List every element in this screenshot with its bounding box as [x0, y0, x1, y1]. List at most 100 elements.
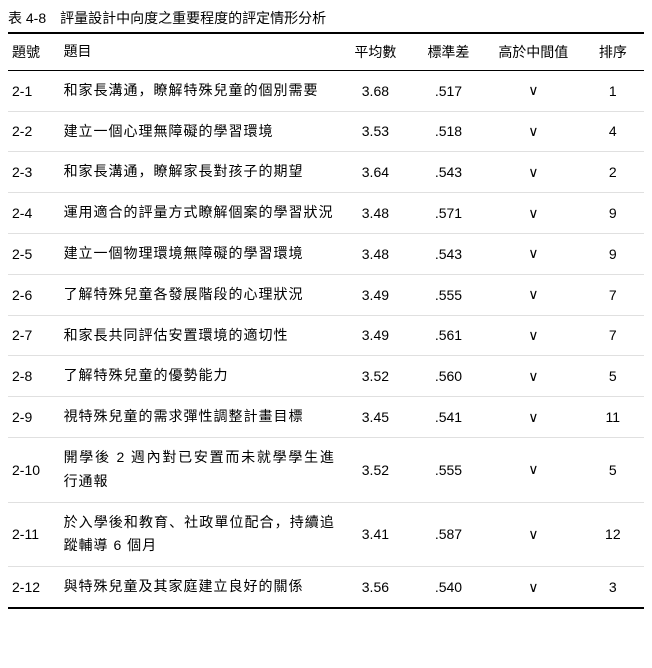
cell-sd: .518 — [412, 111, 485, 152]
header-sd: 標準差 — [412, 33, 485, 70]
cell-id: 2-3 — [8, 152, 60, 193]
cell-id: 2-12 — [8, 567, 60, 608]
item-text: 和家長共同評估安置環境的適切性 — [64, 324, 335, 348]
cell-id: 2-5 — [8, 233, 60, 274]
header-row: 題號 題目 平均數 標準差 高於中間值 排序 — [8, 33, 644, 70]
cell-item: 於入學後和教育、社政單位配合，持續追蹤輔導 6 個月 — [60, 502, 339, 567]
table-row: 2-9視特殊兒童的需求彈性調整計畫目標3.45.541∨11 — [8, 397, 644, 438]
cell-rank: 5 — [582, 437, 644, 502]
table-row: 2-1和家長溝通，瞭解特殊兒童的個別需要3.68.517∨1 — [8, 70, 644, 111]
cell-mean: 3.48 — [339, 193, 412, 234]
item-text: 建立一個物理環境無障礙的學習環境 — [64, 242, 335, 266]
cell-above-median: ∨ — [485, 111, 582, 152]
cell-above-median: ∨ — [485, 567, 582, 608]
cell-item: 了解特殊兒童的優勢能力 — [60, 356, 339, 397]
cell-above-median: ∨ — [485, 315, 582, 356]
header-mean: 平均數 — [339, 33, 412, 70]
item-text: 運用適合的評量方式瞭解個案的學習狀況 — [64, 201, 335, 225]
table-row: 2-6了解特殊兒童各發展階段的心理狀況3.49.555∨7 — [8, 274, 644, 315]
cell-above-median: ∨ — [485, 152, 582, 193]
item-text: 和家長溝通，瞭解家長對孩子的期望 — [64, 160, 335, 184]
cell-item: 運用適合的評量方式瞭解個案的學習狀況 — [60, 193, 339, 234]
cell-id: 2-11 — [8, 502, 60, 567]
table-row: 2-7和家長共同評估安置環境的適切性3.49.561∨7 — [8, 315, 644, 356]
header-rank: 排序 — [582, 33, 644, 70]
item-text: 建立一個心理無障礙的學習環境 — [64, 120, 335, 144]
header-above: 高於中間值 — [485, 33, 582, 70]
cell-sd: .560 — [412, 356, 485, 397]
cell-sd: .555 — [412, 437, 485, 502]
cell-item: 開學後 2 週內對已安置而未就學學生進行通報 — [60, 437, 339, 502]
table-row: 2-4運用適合的評量方式瞭解個案的學習狀況3.48.571∨9 — [8, 193, 644, 234]
cell-item: 與特殊兒童及其家庭建立良好的關係 — [60, 567, 339, 608]
cell-mean: 3.68 — [339, 70, 412, 111]
cell-rank: 7 — [582, 274, 644, 315]
item-text: 開學後 2 週內對已安置而未就學學生進行通報 — [64, 446, 335, 494]
header-item: 題目 — [60, 33, 339, 70]
cell-rank: 9 — [582, 193, 644, 234]
table-row: 2-8了解特殊兒童的優勢能力3.52.560∨5 — [8, 356, 644, 397]
header-id: 題號 — [8, 33, 60, 70]
cell-above-median: ∨ — [485, 356, 582, 397]
cell-above-median: ∨ — [485, 397, 582, 438]
table-row: 2-3和家長溝通，瞭解家長對孩子的期望3.64.543∨2 — [8, 152, 644, 193]
cell-rank: 3 — [582, 567, 644, 608]
item-text: 和家長溝通，瞭解特殊兒童的個別需要 — [64, 79, 335, 103]
cell-sd: .517 — [412, 70, 485, 111]
cell-item: 建立一個物理環境無障礙的學習環境 — [60, 233, 339, 274]
cell-id: 2-8 — [8, 356, 60, 397]
cell-mean: 3.52 — [339, 356, 412, 397]
cell-id: 2-9 — [8, 397, 60, 438]
cell-id: 2-1 — [8, 70, 60, 111]
cell-mean: 3.56 — [339, 567, 412, 608]
cell-id: 2-2 — [8, 111, 60, 152]
cell-sd: .561 — [412, 315, 485, 356]
cell-sd: .587 — [412, 502, 485, 567]
cell-sd: .555 — [412, 274, 485, 315]
cell-mean: 3.49 — [339, 315, 412, 356]
cell-item: 和家長溝通，瞭解家長對孩子的期望 — [60, 152, 339, 193]
cell-above-median: ∨ — [485, 274, 582, 315]
cell-rank: 7 — [582, 315, 644, 356]
stats-table: 題號 題目 平均數 標準差 高於中間值 排序 2-1和家長溝通，瞭解特殊兒童的個… — [8, 32, 644, 609]
item-text: 了解特殊兒童的優勢能力 — [64, 364, 335, 388]
cell-id: 2-10 — [8, 437, 60, 502]
cell-id: 2-7 — [8, 315, 60, 356]
cell-above-median: ∨ — [485, 233, 582, 274]
cell-above-median: ∨ — [485, 437, 582, 502]
cell-above-median: ∨ — [485, 70, 582, 111]
cell-item: 和家長溝通，瞭解特殊兒童的個別需要 — [60, 70, 339, 111]
table-caption: 表 4-8 評量設計中向度之重要程度的評定情形分析 — [8, 4, 644, 32]
cell-above-median: ∨ — [485, 193, 582, 234]
table-row: 2-10開學後 2 週內對已安置而未就學學生進行通報3.52.555∨5 — [8, 437, 644, 502]
item-text: 於入學後和教育、社政單位配合，持續追蹤輔導 6 個月 — [64, 511, 335, 559]
cell-id: 2-4 — [8, 193, 60, 234]
cell-mean: 3.53 — [339, 111, 412, 152]
cell-sd: .541 — [412, 397, 485, 438]
table-row: 2-2建立一個心理無障礙的學習環境3.53.518∨4 — [8, 111, 644, 152]
cell-rank: 2 — [582, 152, 644, 193]
cell-above-median: ∨ — [485, 502, 582, 567]
table-row: 2-11於入學後和教育、社政單位配合，持續追蹤輔導 6 個月3.41.587∨1… — [8, 502, 644, 567]
cell-rank: 9 — [582, 233, 644, 274]
cell-item: 視特殊兒童的需求彈性調整計畫目標 — [60, 397, 339, 438]
cell-mean: 3.41 — [339, 502, 412, 567]
cell-sd: .543 — [412, 233, 485, 274]
table-row: 2-12與特殊兒童及其家庭建立良好的關係3.56.540∨3 — [8, 567, 644, 608]
cell-item: 建立一個心理無障礙的學習環境 — [60, 111, 339, 152]
cell-sd: .540 — [412, 567, 485, 608]
cell-mean: 3.52 — [339, 437, 412, 502]
cell-rank: 4 — [582, 111, 644, 152]
table-row: 2-5建立一個物理環境無障礙的學習環境3.48.543∨9 — [8, 233, 644, 274]
item-text: 視特殊兒童的需求彈性調整計畫目標 — [64, 405, 335, 429]
cell-sd: .571 — [412, 193, 485, 234]
cell-mean: 3.48 — [339, 233, 412, 274]
cell-rank: 5 — [582, 356, 644, 397]
cell-item: 和家長共同評估安置環境的適切性 — [60, 315, 339, 356]
cell-mean: 3.45 — [339, 397, 412, 438]
cell-sd: .543 — [412, 152, 485, 193]
item-text: 了解特殊兒童各發展階段的心理狀況 — [64, 283, 335, 307]
item-text: 與特殊兒童及其家庭建立良好的關係 — [64, 575, 335, 599]
cell-mean: 3.64 — [339, 152, 412, 193]
cell-rank: 1 — [582, 70, 644, 111]
